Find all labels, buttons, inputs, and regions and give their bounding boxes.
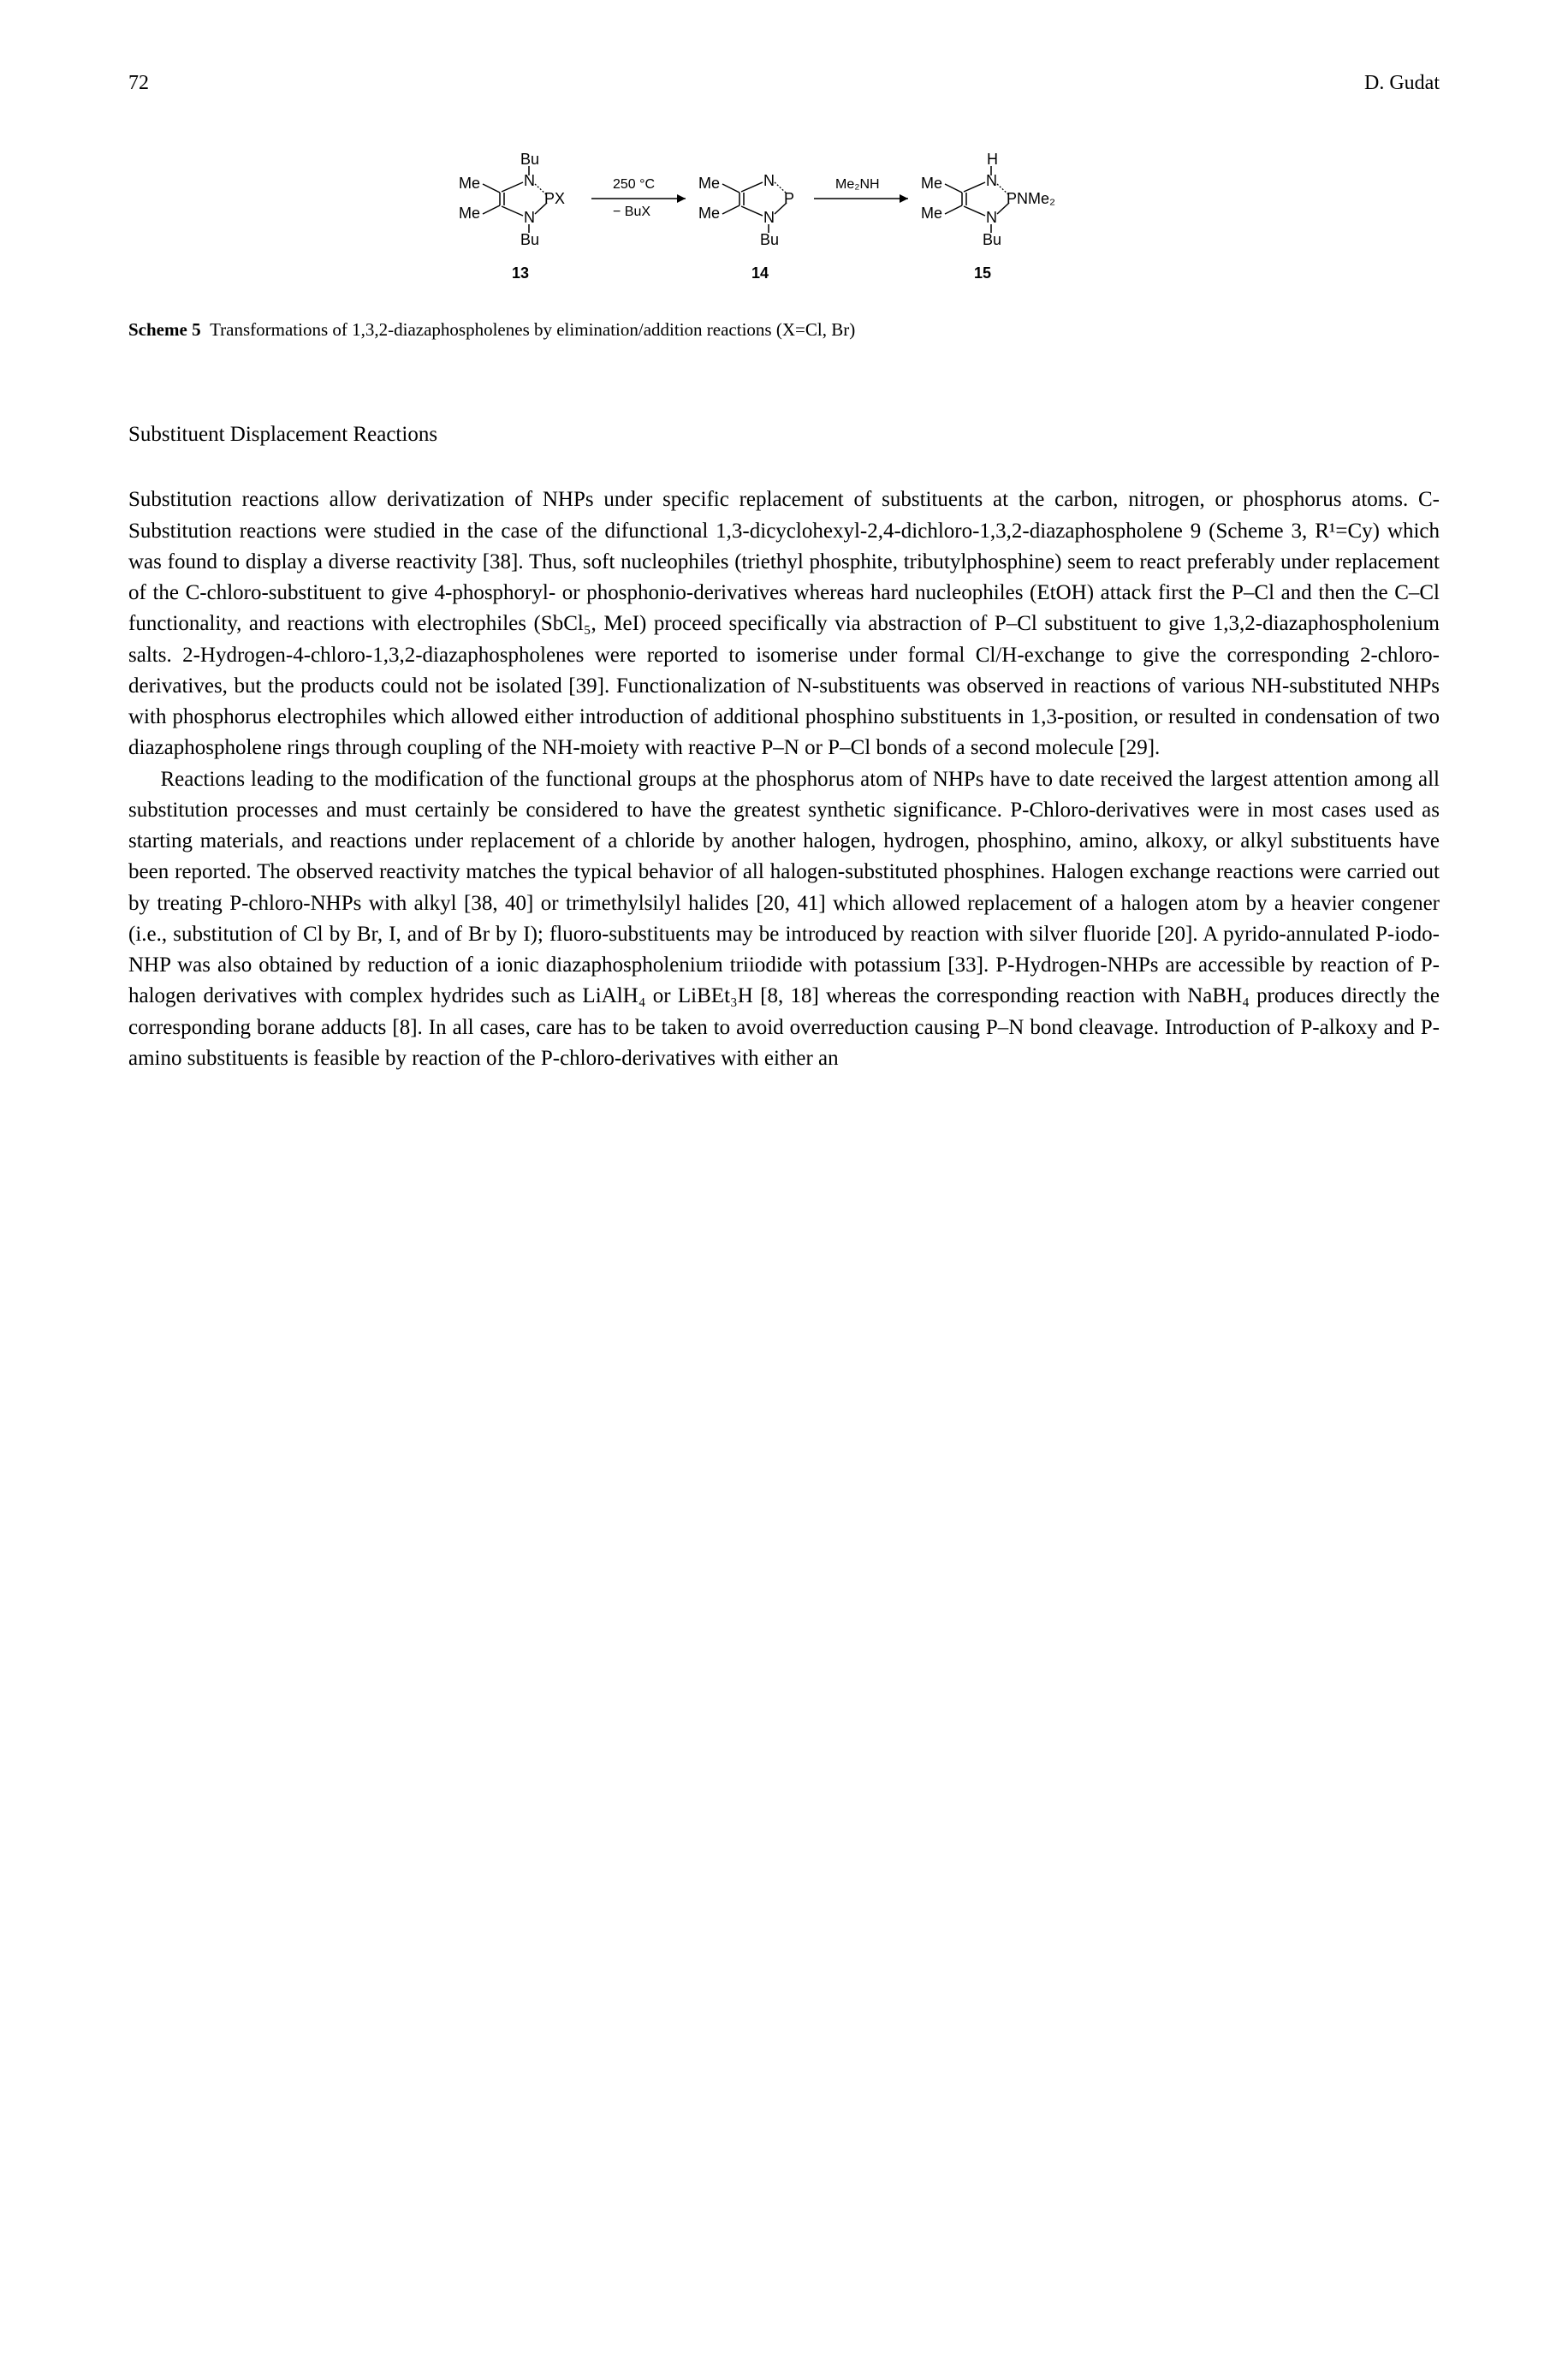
c14-n-top: N [763,172,775,189]
header-author: D. Gudat [1364,68,1440,98]
c14-me-top: Me [698,175,720,192]
c14-number: 14 [751,264,769,282]
scheme-caption-text: Transformations of 1,3,2-diazaphospholen… [210,319,855,340]
c13-bu-bot: Bu [520,231,539,248]
scheme-5-figure: Me Me N N PX Bu Bu 13 25 [128,141,1440,287]
c14-p: P [784,190,794,207]
scheme-5-caption: Scheme 5 Transformations of 1,3,2-diazap… [128,317,1440,342]
section-heading: Substituent Displacement Reactions [128,419,1440,450]
c14-bu-bot: Bu [760,231,779,248]
c13-px: PX [544,190,565,207]
c15-me-bot: Me [921,205,942,222]
arrow2-top: Me₂NH [835,177,880,192]
page-number: 72 [128,68,149,98]
c13-me-bot: Me [459,205,480,222]
c14-me-bot: Me [698,205,720,222]
scheme-label: Scheme 5 [128,319,201,340]
c15-n-bot: N [986,209,997,226]
c15-pnme2: PNMe₂ [1007,190,1055,207]
c15-h-top: H [987,151,998,168]
c15-number: 15 [974,264,991,282]
arrow1-bottom: − BuX [613,205,650,219]
c13-number: 13 [512,264,529,282]
page-header: 72 D. Gudat [128,68,1440,98]
paragraph-1: Substitution reactions allow derivatizat… [128,484,1440,763]
c13-n-bot: N [524,209,535,226]
c15-bu-bot: Bu [983,231,1001,248]
c13-me-top: Me [459,175,480,192]
c14-n-bot: N [763,209,775,226]
body-text: Substitution reactions allow derivatizat… [128,484,1440,1074]
paragraph-2: Reactions leading to the modification of… [128,764,1440,1075]
arrow1-top: 250 °C [613,177,655,192]
c15-me-top: Me [921,175,942,192]
c13-bu-top: Bu [520,151,539,168]
